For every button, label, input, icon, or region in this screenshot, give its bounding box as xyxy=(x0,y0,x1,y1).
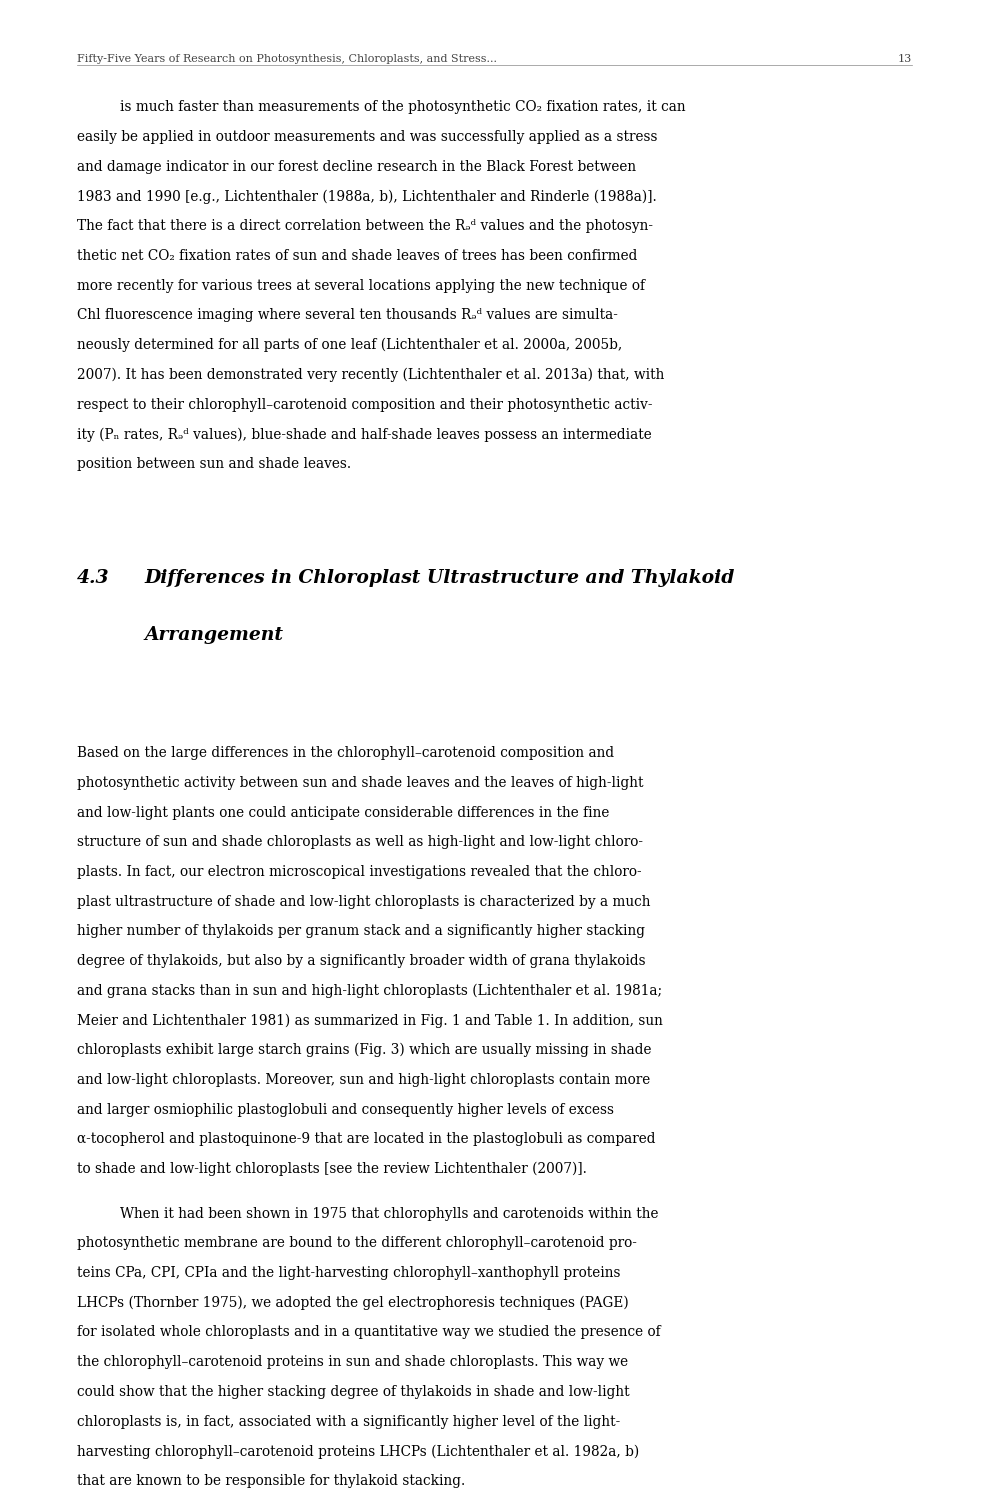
Text: When it had been shown in 1975 that chlorophylls and carotenoids within the: When it had been shown in 1975 that chlo… xyxy=(120,1206,658,1221)
Text: chloroplasts exhibit large starch grains (Fig. 3) which are usually missing in s: chloroplasts exhibit large starch grains… xyxy=(77,1042,652,1058)
Text: teins CPa, CPI, CPIa and the light-harvesting chlorophyll–xanthophyll proteins: teins CPa, CPI, CPIa and the light-harve… xyxy=(77,1266,621,1280)
Text: The fact that there is a direct correlation between the Rₔᵈ values and the photo: The fact that there is a direct correlat… xyxy=(77,219,653,234)
Text: Fifty-Five Years of Research on Photosynthesis, Chloroplasts, and Stress...: Fifty-Five Years of Research on Photosyn… xyxy=(77,54,497,64)
Text: 4.3: 4.3 xyxy=(77,568,110,586)
Text: Meier and Lichtenthaler 1981) as summarized in Fig. 1 and Table 1. In addition, : Meier and Lichtenthaler 1981) as summari… xyxy=(77,1014,663,1028)
Text: higher number of thylakoids per granum stack and a significantly higher stacking: higher number of thylakoids per granum s… xyxy=(77,924,645,939)
Text: harvesting chlorophyll–carotenoid proteins LHCPs (Lichtenthaler et al. 1982a, b): harvesting chlorophyll–carotenoid protei… xyxy=(77,1444,640,1458)
Text: and low-light chloroplasts. Moreover, sun and high-light chloroplasts contain mo: and low-light chloroplasts. Moreover, su… xyxy=(77,1072,651,1088)
Text: and damage indicator in our forest decline research in the Black Forest between: and damage indicator in our forest decli… xyxy=(77,160,636,174)
Text: 1983 and 1990 [e.g., Lichtenthaler (1988a, b), Lichtenthaler and Rinderle (1988a: 1983 and 1990 [e.g., Lichtenthaler (1988… xyxy=(77,189,657,204)
Text: α-tocopherol and plastoquinone-9 that are located in the plastoglobuli as compar: α-tocopherol and plastoquinone-9 that ar… xyxy=(77,1132,656,1146)
Text: photosynthetic membrane are bound to the different chlorophyll–carotenoid pro-: photosynthetic membrane are bound to the… xyxy=(77,1236,637,1251)
Text: more recently for various trees at several locations applying the new technique : more recently for various trees at sever… xyxy=(77,279,645,292)
Text: 13: 13 xyxy=(898,54,912,64)
Text: easily be applied in outdoor measurements and was successfully applied as a stre: easily be applied in outdoor measurement… xyxy=(77,130,658,144)
Text: ity (Pₙ rates, Rₔᵈ values), blue-shade and half-shade leaves possess an intermed: ity (Pₙ rates, Rₔᵈ values), blue-shade a… xyxy=(77,427,652,441)
Text: thetic net CO₂ fixation rates of sun and shade leaves of trees has been confirme: thetic net CO₂ fixation rates of sun and… xyxy=(77,249,638,262)
Text: 2007). It has been demonstrated very recently (Lichtenthaler et al. 2013a) that,: 2007). It has been demonstrated very rec… xyxy=(77,368,665,382)
Text: Chl fluorescence imaging where several ten thousands Rₔᵈ values are simulta-: Chl fluorescence imaging where several t… xyxy=(77,309,618,322)
Text: structure of sun and shade chloroplasts as well as high-light and low-light chlo: structure of sun and shade chloroplasts … xyxy=(77,836,643,849)
Text: Based on the large differences in the chlorophyll–carotenoid composition and: Based on the large differences in the ch… xyxy=(77,746,614,760)
Text: to shade and low-light chloroplasts [see the review Lichtenthaler (2007)].: to shade and low-light chloroplasts [see… xyxy=(77,1162,587,1176)
Text: chloroplasts is, in fact, associated with a significantly higher level of the li: chloroplasts is, in fact, associated wit… xyxy=(77,1414,620,1428)
Text: for isolated whole chloroplasts and in a quantitative way we studied the presenc: for isolated whole chloroplasts and in a… xyxy=(77,1326,661,1340)
Text: degree of thylakoids, but also by a significantly broader width of grana thylako: degree of thylakoids, but also by a sign… xyxy=(77,954,646,968)
Text: the chlorophyll–carotenoid proteins in sun and shade chloroplasts. This way we: the chlorophyll–carotenoid proteins in s… xyxy=(77,1354,628,1370)
Text: and low-light plants one could anticipate considerable differences in the fine: and low-light plants one could anticipat… xyxy=(77,806,609,819)
Text: plast ultrastructure of shade and low-light chloroplasts is characterized by a m: plast ultrastructure of shade and low-li… xyxy=(77,894,651,909)
Text: and grana stacks than in sun and high-light chloroplasts (Lichtenthaler et al. 1: and grana stacks than in sun and high-li… xyxy=(77,984,663,998)
Text: LHCPs (Thornber 1975), we adopted the gel electrophoresis techniques (PAGE): LHCPs (Thornber 1975), we adopted the ge… xyxy=(77,1296,629,1310)
Text: photosynthetic activity between sun and shade leaves and the leaves of high-ligh: photosynthetic activity between sun and … xyxy=(77,776,644,790)
Text: Arrangement: Arrangement xyxy=(144,626,284,644)
Text: and larger osmiophilic plastoglobuli and consequently higher levels of excess: and larger osmiophilic plastoglobuli and… xyxy=(77,1102,614,1116)
Text: plasts. In fact, our electron microscopical investigations revealed that the chl: plasts. In fact, our electron microscopi… xyxy=(77,865,642,879)
Text: that are known to be responsible for thylakoid stacking.: that are known to be responsible for thy… xyxy=(77,1474,466,1488)
Text: could show that the higher stacking degree of thylakoids in shade and low-light: could show that the higher stacking degr… xyxy=(77,1384,630,1400)
Text: is much faster than measurements of the photosynthetic CO₂ fixation rates, it ca: is much faster than measurements of the … xyxy=(120,100,685,114)
Text: Differences in Chloroplast Ultrastructure and Thylakoid: Differences in Chloroplast Ultrastructur… xyxy=(144,568,735,586)
Text: position between sun and shade leaves.: position between sun and shade leaves. xyxy=(77,458,351,471)
Text: neously determined for all parts of one leaf (Lichtenthaler et al. 2000a, 2005b,: neously determined for all parts of one … xyxy=(77,338,622,352)
Text: respect to their chlorophyll–carotenoid composition and their photosynthetic act: respect to their chlorophyll–carotenoid … xyxy=(77,398,653,411)
